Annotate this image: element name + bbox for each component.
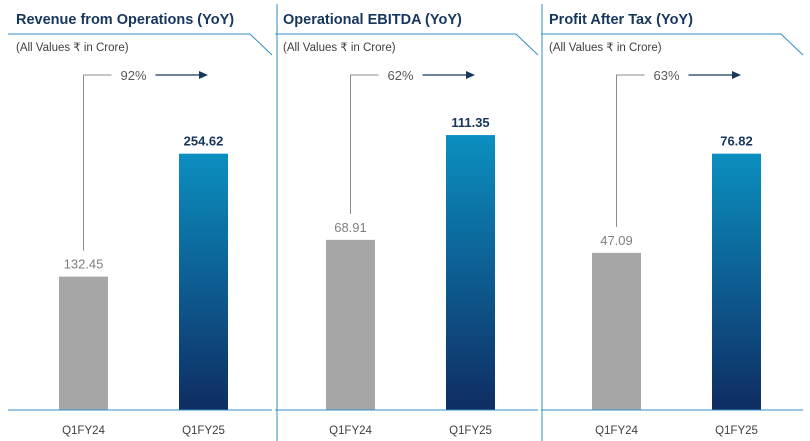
arrow-head-icon — [199, 71, 208, 79]
chart-title: Revenue from Operations (YoY) — [16, 12, 234, 28]
x-tick-label: Q1FY24 — [62, 425, 105, 437]
growth-connector — [616, 74, 645, 227]
bar-value-label: 76.82 — [720, 134, 753, 149]
growth-connector — [83, 74, 112, 251]
x-tick-label: Q1FY25 — [715, 425, 758, 437]
bar-current — [712, 153, 761, 410]
x-tick-label: Q1FY25 — [182, 425, 225, 437]
arrow-head-icon — [466, 71, 475, 79]
chart-subtitle: (All Values ₹ in Crore) — [549, 42, 662, 54]
chart-panel-3: Profit After Tax (YoY) (All Values ₹ in C… — [541, 12, 804, 437]
bar-value-label: 68.91 — [334, 220, 367, 235]
x-tick-label: Q1FY24 — [595, 425, 638, 437]
growth-label: 92% — [120, 68, 146, 83]
chart-title: Operational EBITDA (YoY) — [283, 12, 462, 28]
bar-value-label: 111.35 — [451, 115, 489, 130]
bar-prior — [592, 252, 641, 410]
growth-label: 63% — [653, 68, 679, 83]
bar-current — [446, 135, 495, 411]
bar-current — [179, 153, 228, 410]
header-accent-line — [8, 33, 273, 56]
chart-subtitle: (All Values ₹ in Crore) — [283, 42, 396, 54]
header-accent-line — [275, 33, 539, 56]
header-accent-line — [541, 33, 804, 56]
chart-title: Profit After Tax (YoY) — [549, 12, 693, 28]
bar-prior — [326, 239, 375, 410]
bar-value-label: 132.45 — [64, 257, 104, 272]
x-tick-label: Q1FY25 — [449, 425, 492, 437]
chart-panel-1: Revenue from Operations (YoY) (All Values… — [8, 4, 278, 441]
chart-subtitle: (All Values ₹ in Crore) — [16, 42, 129, 54]
chart-panel-2: Operational EBITDA (YoY) (All Values ₹ in… — [275, 4, 543, 441]
arrow-head-icon — [732, 71, 741, 79]
x-tick-label: Q1FY24 — [329, 425, 372, 437]
bar-value-label: 254.62 — [184, 134, 224, 149]
bar-value-label: 47.09 — [600, 233, 633, 248]
growth-connector — [350, 74, 379, 214]
bar-prior — [59, 276, 108, 410]
growth-label: 62% — [387, 68, 413, 83]
